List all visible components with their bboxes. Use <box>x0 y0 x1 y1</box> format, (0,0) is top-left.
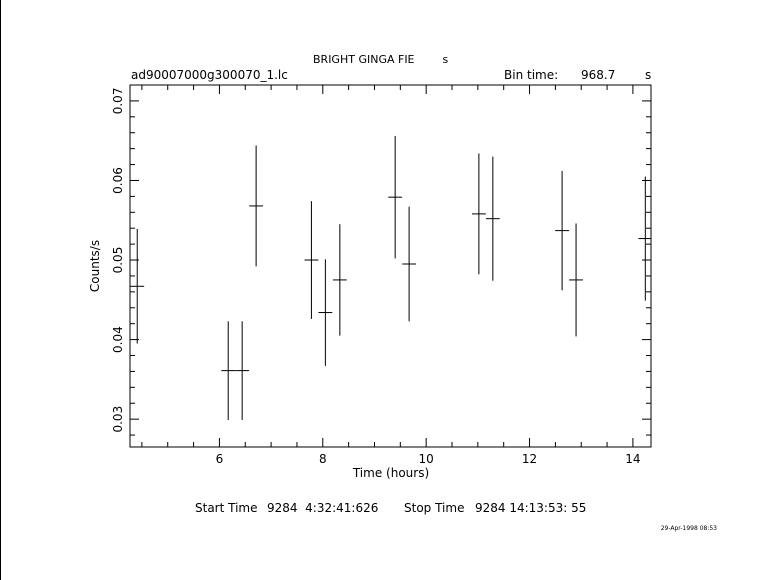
data-point <box>569 223 583 337</box>
x-axis-label: Time (hours) <box>352 466 429 480</box>
x-tick-label: 14 <box>625 452 640 466</box>
data-points <box>130 135 651 420</box>
y-tick-label: 0.04 <box>111 326 125 353</box>
y-tick-label: 0.03 <box>111 406 125 433</box>
data-point <box>555 170 570 291</box>
bin-time-unit: s <box>645 68 651 82</box>
y-tick-labels: 0.03 0.04 0.05 0.06 0.07 <box>111 88 125 433</box>
data-point <box>638 176 651 301</box>
y-tick-label: 0.06 <box>111 167 125 194</box>
x-tick-label: 12 <box>522 452 537 466</box>
y-axis-ticks <box>130 84 651 436</box>
data-point <box>471 153 486 275</box>
stop-time-value: 9284 14:13:53: 55 <box>475 501 586 515</box>
x-axis-ticks <box>141 85 634 447</box>
date-stamp: 29-Apr-1998 08:53 <box>661 525 717 532</box>
data-point <box>221 321 236 420</box>
x-tick-label: 8 <box>319 452 327 466</box>
data-point <box>402 206 417 322</box>
data-point <box>235 321 250 420</box>
start-time-value: 9284 4:32:41:626 <box>267 501 378 515</box>
y-axis-label: Counts/s <box>88 240 102 292</box>
data-point <box>249 145 264 267</box>
bin-time-value: 968.7 <box>581 68 615 82</box>
plot-frame <box>129 84 652 448</box>
chart-title: BRIGHT GINGA FIE s <box>313 53 448 66</box>
y-tick-label: 0.07 <box>111 88 125 115</box>
x-tick-labels: 6 8 10 12 14 <box>216 452 641 466</box>
x-tick-label: 10 <box>419 452 434 466</box>
y-tick-label: 0.05 <box>111 247 125 274</box>
data-point <box>130 229 145 344</box>
data-point <box>304 201 319 319</box>
data-point <box>485 156 500 281</box>
start-time-label: Start Time <box>195 501 258 515</box>
data-point <box>332 224 347 336</box>
data-point <box>318 259 333 366</box>
data-point <box>388 135 403 259</box>
x-tick-label: 6 <box>216 452 224 466</box>
bin-time-label: Bin time: <box>504 68 558 82</box>
file-label: ad90007000g300070_1.lc <box>131 68 288 82</box>
stop-time-label: Stop Time <box>404 501 464 515</box>
